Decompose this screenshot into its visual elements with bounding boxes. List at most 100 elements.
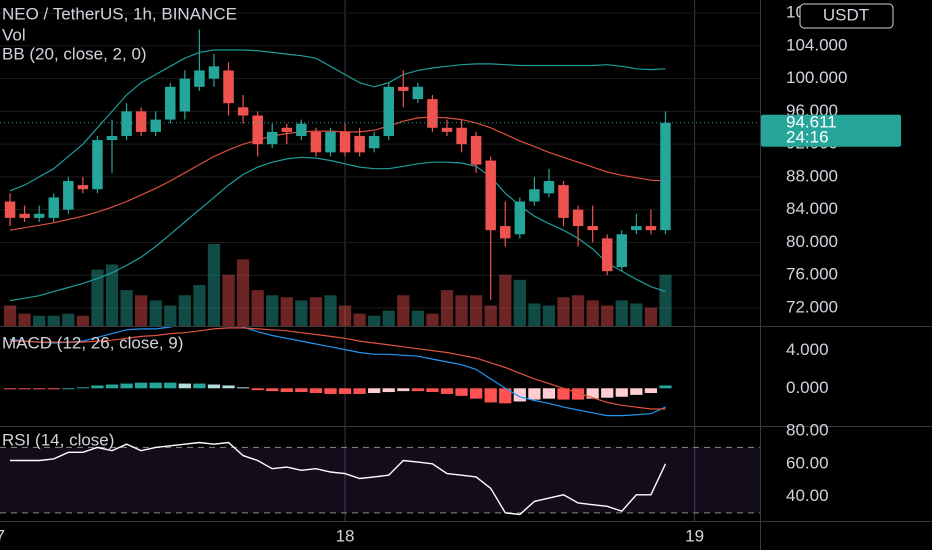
volume-bar [542,305,556,326]
candle-body [587,226,598,231]
candle-body [412,86,424,100]
histogram-bar [76,387,89,389]
volume-bar [266,295,279,326]
candle-body [427,99,438,128]
histogram-bar [309,388,323,393]
histogram-bar [135,382,148,389]
histogram-bar [164,382,177,389]
volume-bar [557,297,570,326]
candle-body [223,70,234,104]
volume-bar [353,313,366,326]
candle-body [558,185,569,218]
candle-body [310,131,322,153]
candle-body [572,209,584,227]
chart-title: NEO / TetherUS, 1h, BINANCE [2,4,237,23]
volume-bar [251,290,264,326]
y-tick-label: 0.000 [786,378,829,397]
candle-body [121,111,132,136]
candle-body [514,201,526,235]
volume-bar [207,244,221,326]
candle-body [165,86,176,120]
x-tick-label: 18 [336,526,355,545]
histogram-bar [33,388,46,390]
countdown-label: 24:16 [786,127,829,146]
volume-bar [33,315,46,326]
histogram-bar [324,388,337,394]
volume-bar [236,259,250,326]
volume-bar [135,295,148,326]
volume-bar [47,315,60,326]
candle-body [325,131,336,153]
histogram-bar [630,388,643,395]
histogram-bar [266,388,279,392]
histogram-bar [484,388,497,403]
candle-body [92,140,103,190]
candle-body [441,127,453,132]
histogram-bar [440,388,454,394]
histogram-bar [571,388,585,400]
y-tick-label: 76.000 [786,265,838,284]
volume-bar [499,274,512,326]
histogram-bar [149,382,162,389]
histogram-bar [193,383,206,389]
histogram-bar [455,388,468,396]
y-tick-label: 60.00 [786,453,829,472]
volume-bar [470,295,483,326]
candle-body [529,189,540,202]
indicator-line [9,327,666,417]
histogram-bar [251,388,264,391]
histogram-bar [207,384,221,389]
volume-bar [382,310,395,326]
histogram-bar [178,383,191,389]
candle-body [631,226,642,231]
volume-bar [120,290,133,326]
histogram-bar [426,388,439,393]
candle-body [368,135,380,149]
histogram-bar [397,388,410,392]
indicator-line [9,49,666,192]
candle-body [252,115,263,145]
volume-bar [338,305,352,326]
histogram-bar [295,388,308,393]
volume-bar [3,305,17,326]
volume-bar [309,297,323,326]
candle-body [77,185,89,190]
histogram-bar [528,388,541,400]
last-price-label: 94.611 [786,112,837,131]
histogram-bar [280,388,293,393]
volume-bar [455,295,468,326]
volume-bar [484,305,497,326]
candle-body [645,226,657,231]
volume-bar [426,313,439,326]
volume-bar [295,300,308,326]
candle-body [194,70,205,87]
histogram-bar [659,385,672,389]
bb-legend: BB (20, close, 2, 0) [2,44,147,63]
indicator-line [10,327,666,410]
volume-bar [91,269,104,326]
histogram-bar [470,388,483,399]
candle-body [179,78,191,112]
histogram-bar [382,388,395,393]
histogram-bar [222,385,235,389]
volume-bar [324,295,337,326]
histogram-bar [91,385,104,389]
indicator-line [9,156,666,302]
currency-box [799,3,894,29]
volume-bar [397,295,410,326]
volume-legend: Vol [2,25,26,44]
volume-bar [62,313,75,326]
volume-bar [528,303,541,326]
candle-body [266,131,278,145]
y-tick-label: 100.000 [786,68,847,87]
histogram-bar [120,383,133,389]
histogram-bar [338,388,352,394]
y-tick-label: 72.000 [786,297,838,316]
candle-body [500,226,511,239]
y-tick-label: 80.00 [786,421,829,440]
volume-bar [630,303,643,326]
volume-bar [513,279,526,326]
volume-bar [105,264,119,326]
candle-body [48,197,59,218]
